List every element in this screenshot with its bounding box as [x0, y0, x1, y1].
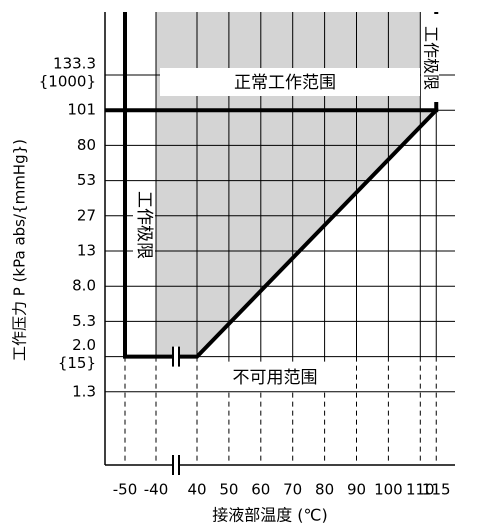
y-tick-label: 101 — [67, 101, 96, 119]
y-tick-label: 80 — [77, 136, 96, 154]
x-tick-label: -40 — [144, 481, 169, 499]
x-tick-label: 40 — [187, 481, 206, 499]
y-tick-label: 133.3 — [53, 55, 96, 73]
limit-label: 工作极限 — [422, 26, 441, 90]
x-tick-label: 80 — [315, 481, 334, 499]
y-tick-note: {1000} — [39, 73, 96, 91]
y-axis-title: 工作压力 P (kPa abs/{mmHg}) — [11, 139, 29, 361]
label-box — [160, 68, 420, 96]
unusable-label: 不可用范围 — [233, 368, 318, 388]
x-tick-label: 110 — [406, 481, 435, 499]
y-tick-label: 13 — [77, 242, 96, 260]
y-tick-label: 53 — [77, 171, 96, 189]
break-gap — [172, 455, 180, 475]
break-gap — [172, 346, 180, 367]
x-tick-label: 115 — [422, 481, 451, 499]
x-tick-label: 70 — [283, 481, 302, 499]
x-tick-label: 100 — [374, 481, 403, 499]
label-box — [133, 182, 155, 268]
shaded-region — [156, 12, 437, 357]
y-tick-label: 27 — [77, 206, 96, 224]
label-box — [218, 365, 333, 389]
y-tick-label: 2.0 — [72, 336, 96, 354]
y-tick-label: 1.3 — [72, 382, 96, 400]
limit-label: 工作极限 — [134, 191, 154, 259]
foreground-layer: 133.3{1000} 101 80 53 27 13 8.0 5.3 2.0{15} 1.3 -5… — [11, 12, 455, 525]
y-tick-label: 8.0 — [72, 277, 96, 295]
background-layer — [105, 12, 455, 465]
x-tick-label: 50 — [219, 481, 238, 499]
label-box — [421, 14, 439, 102]
x-tick-label: 60 — [251, 481, 270, 499]
normal-range-label: 正常工作范围 — [234, 73, 336, 93]
x-tick-label: 90 — [347, 481, 366, 499]
y-tick-label: 5.3 — [72, 312, 96, 330]
y-tick-note: {15} — [58, 354, 96, 372]
x-tick-label: -50 — [113, 481, 138, 499]
x-axis-title: 接液部温度 (℃) — [212, 506, 328, 525]
